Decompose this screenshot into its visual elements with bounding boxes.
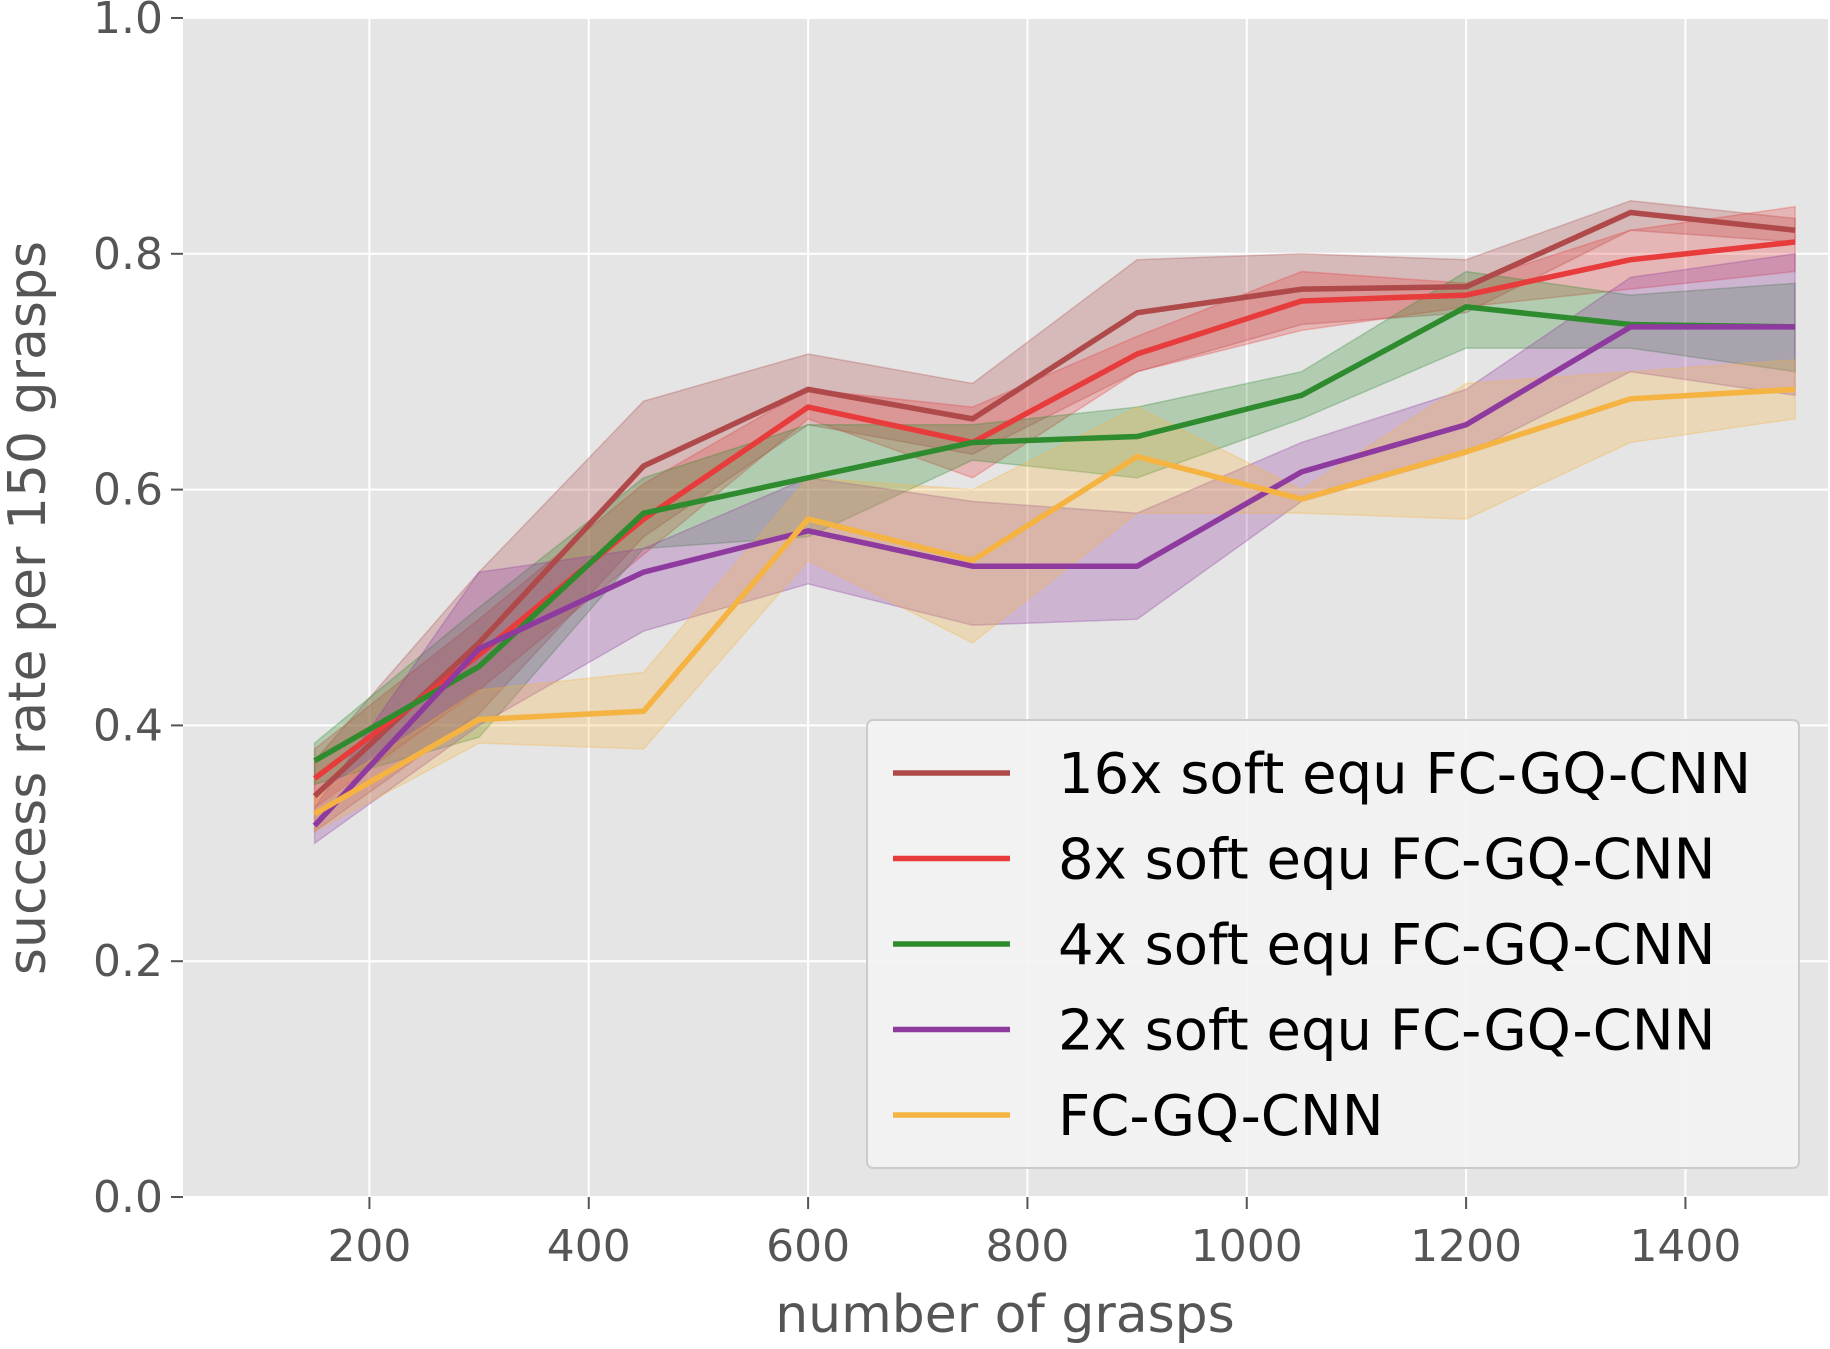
x-tick-label: 1000	[1191, 1221, 1303, 1272]
legend-label: 16x soft equ FC-GQ-CNN	[1058, 742, 1751, 807]
legend-label: 2x soft equ FC-GQ-CNN	[1058, 999, 1715, 1064]
x-tick-label: 400	[547, 1221, 631, 1272]
series-line-2x-soft-equ-fc-gq-cnn	[312, 324, 1796, 828]
legend: 16x soft equ FC-GQ-CNN 8x soft equ FC-GQ-…	[866, 719, 1800, 1169]
y-tick-label: 0.4	[93, 700, 163, 751]
y-tick-label: 1.0	[93, 0, 163, 44]
y-tick-label: 0.8	[93, 229, 163, 280]
legend-label: 4x soft equ FC-GQ-CNN	[1058, 913, 1715, 978]
series-line-16x-soft-equ-fc-gq-cnn	[312, 209, 1796, 799]
x-tick-label: 600	[766, 1221, 850, 1272]
y-axis-label: success rate per 150 grasps	[0, 241, 58, 975]
x-tick-label: 200	[327, 1221, 411, 1272]
y-tick-label: 0.2	[93, 936, 163, 987]
x-tick-label: 1200	[1410, 1221, 1522, 1272]
legend-label: FC-GQ-CNN	[1058, 1084, 1384, 1149]
series-line-fc-gq-cnn	[313, 386, 1796, 817]
x-tick-label: 800	[985, 1221, 1069, 1272]
legend-box	[866, 719, 1800, 1169]
band-fc-gq-cnn	[313, 359, 1796, 833]
band-2x-soft-equ-fc-gq-cnn	[313, 252, 1796, 845]
series-lines	[312, 209, 1796, 828]
y-tick-label: 0.0	[93, 1172, 163, 1223]
x-tick-label: 1400	[1629, 1221, 1741, 1272]
axes: 200 400 600 800 1000 1200 1400 0.0 0.2 0.4 0.6 0.8 1…	[93, 0, 1741, 1272]
y-tick-label: 0.6	[93, 465, 163, 516]
band-8x-soft-equ-fc-gq-cnn	[313, 205, 1796, 810]
series-line-4x-soft-equ-fc-gq-cnn	[313, 304, 1796, 764]
legend-label: 8x soft equ FC-GQ-CNN	[1058, 828, 1715, 893]
x-axis-label: number of grasps	[775, 1285, 1235, 1345]
